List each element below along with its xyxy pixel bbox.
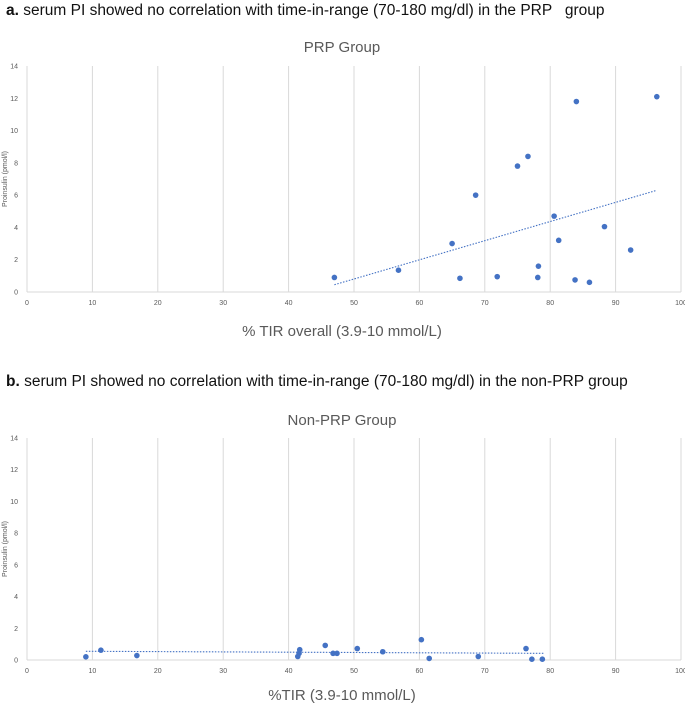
x-tick-label: 50 xyxy=(350,668,358,675)
y-tick-label: 12 xyxy=(10,96,18,103)
x-tick-label: 90 xyxy=(612,300,620,307)
data-point xyxy=(525,153,531,160)
x-tick-label: 10 xyxy=(89,300,97,307)
data-point xyxy=(475,653,482,660)
data-point xyxy=(514,163,521,169)
trendline xyxy=(85,650,544,654)
data-point xyxy=(331,274,338,281)
y-tick-label: 0 xyxy=(14,290,18,297)
data-point xyxy=(134,652,140,659)
y-tick-label: 10 xyxy=(10,128,18,135)
data-point xyxy=(539,656,546,663)
data-point xyxy=(529,656,535,663)
x-tick-label: 90 xyxy=(612,668,620,675)
x-tick-label: 20 xyxy=(154,668,162,675)
data-point xyxy=(296,646,303,653)
x-tick-label: 0 xyxy=(25,300,29,307)
x-tick-label: 70 xyxy=(481,668,489,675)
prp-scatter-chart: PRP Group 0 10 20 30 40 50 60 70 80 90 100 0 2 4 6 8 10 12… xyxy=(2,39,685,340)
y-tick-label: 6 xyxy=(14,562,18,569)
x-tick-label: 40 xyxy=(285,300,293,307)
x-tick-label: 60 xyxy=(416,668,424,675)
heading-b-text: serum PI showed no correlation with time… xyxy=(19,373,628,390)
data-point xyxy=(334,650,340,657)
x-tick-label: 100 xyxy=(675,300,685,307)
y-tick-label: 4 xyxy=(14,225,18,232)
y-tick-label: 6 xyxy=(14,193,18,200)
y-tick-label: 2 xyxy=(14,626,18,633)
x-tick-label: 0 xyxy=(25,668,29,675)
y-tick-label: 0 xyxy=(14,658,18,665)
data-point xyxy=(572,277,578,283)
data-point xyxy=(523,645,529,652)
data-point xyxy=(555,237,562,244)
data-point xyxy=(322,642,329,649)
x-axis-label: % TIR overall (3.9-10 mmol/L) xyxy=(242,323,442,340)
x-tick-label: 20 xyxy=(154,300,162,307)
y-axis-label: Proinsulin (pmol/l) xyxy=(2,151,9,207)
x-tick-label: 10 xyxy=(89,668,97,675)
heading-b: b. serum PI showed no correlation with t… xyxy=(6,373,628,391)
data-point xyxy=(98,647,104,653)
data-point xyxy=(418,636,425,643)
data-point xyxy=(654,93,660,100)
y-tick-label: 8 xyxy=(14,160,18,167)
y-tick-label: 12 xyxy=(10,467,18,474)
x-tick-label: 80 xyxy=(546,668,554,675)
heading-b-letter: b. xyxy=(6,373,20,390)
y-tick-label: 10 xyxy=(10,499,18,506)
prp-chart-panel: PRP Group 0 10 20 30 40 50 60 70 80 90 100 0 2 4 6 8 10 12… xyxy=(0,22,685,344)
data-point xyxy=(83,654,89,660)
non-prp-scatter-chart: Non-PRP Group 0 10 20 30 40 50 60 70 80 90 100 0 2 4 6 8… xyxy=(2,412,685,704)
data-point xyxy=(379,648,386,655)
chart-title: PRP Group xyxy=(304,39,380,56)
x-tick-label: 40 xyxy=(285,668,293,675)
data-point xyxy=(330,650,336,657)
data-point xyxy=(457,275,463,282)
x-tick-label: 50 xyxy=(350,300,358,307)
x-tick-label: 60 xyxy=(416,300,424,307)
heading-a-letter: a. xyxy=(6,2,19,19)
heading-a-text: serum PI showed no correlation with time… xyxy=(18,2,605,19)
data-point xyxy=(535,263,542,269)
data-point xyxy=(494,273,501,280)
y-tick-label: 14 xyxy=(10,64,18,71)
x-axis-label: %TIR (3.9-10 mmol/L) xyxy=(268,687,416,704)
x-tick-label: 100 xyxy=(675,668,685,675)
data-point xyxy=(551,213,557,219)
y-tick-label: 4 xyxy=(14,594,18,601)
data-point xyxy=(354,645,361,652)
data-point xyxy=(472,192,479,198)
non-prp-chart-panel: Non-PRP Group 0 10 20 30 40 50 60 70 80 90 100 0 2 4 6 8… xyxy=(0,394,685,706)
data-point xyxy=(395,267,402,274)
data-point xyxy=(449,240,455,247)
x-tick-label: 80 xyxy=(546,300,554,307)
x-tick-label: 70 xyxy=(481,300,489,307)
y-tick-label: 14 xyxy=(10,436,18,443)
data-point xyxy=(627,247,634,253)
data-point xyxy=(573,98,580,105)
data-point xyxy=(534,274,541,281)
trendline xyxy=(334,189,657,286)
data-point xyxy=(426,655,433,662)
y-tick-label: 8 xyxy=(14,531,18,538)
heading-a: a. serum PI showed no correlation with t… xyxy=(6,2,605,20)
x-tick-label: 30 xyxy=(219,668,227,675)
data-point xyxy=(601,223,608,230)
y-axis-label: Proinsulin (pmol/l) xyxy=(2,521,9,577)
x-tick-label: 30 xyxy=(219,300,227,307)
data-point xyxy=(586,279,593,286)
chart-title: Non-PRP Group xyxy=(288,412,397,429)
y-tick-label: 2 xyxy=(14,257,18,264)
